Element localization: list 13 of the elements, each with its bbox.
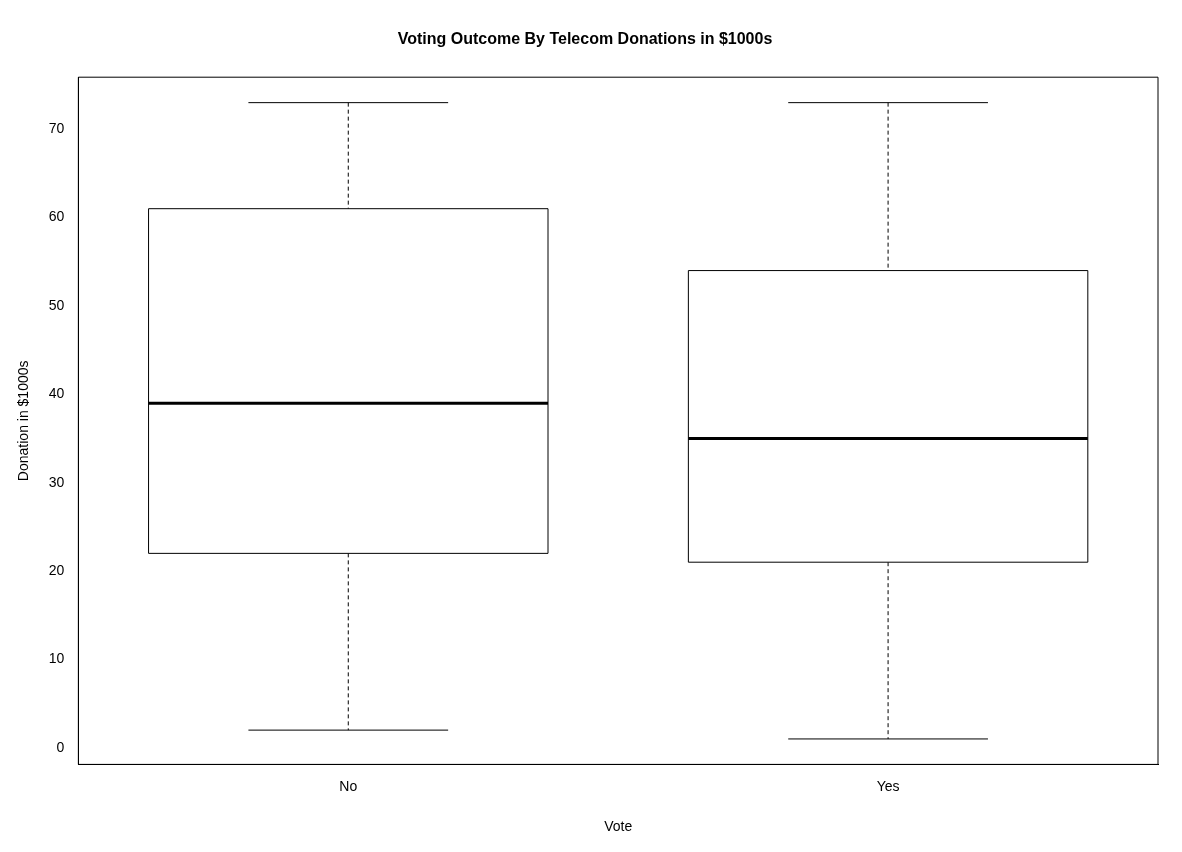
x-tick-label: No xyxy=(339,777,358,794)
y-tick-label: 40 xyxy=(48,385,65,402)
x-axis-title: Vote xyxy=(604,818,633,835)
y-tick-label: 70 xyxy=(48,120,65,137)
y-tick-label: 20 xyxy=(48,561,65,578)
y-tick-label: 30 xyxy=(48,473,65,490)
y-tick-label: 60 xyxy=(48,208,65,225)
y-tick-label: 10 xyxy=(48,650,65,667)
y-tick-label: 50 xyxy=(48,296,65,313)
y-axis-title: Donation in $1000s xyxy=(15,360,32,482)
y-tick-label: 0 xyxy=(56,738,65,755)
x-tick-label: Yes xyxy=(876,777,900,794)
chart-title: Voting Outcome By Telecom Donations in $1000s xyxy=(397,30,773,48)
